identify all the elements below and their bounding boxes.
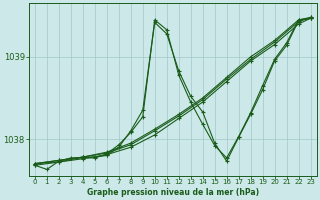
X-axis label: Graphe pression niveau de la mer (hPa): Graphe pression niveau de la mer (hPa) (87, 188, 259, 197)
